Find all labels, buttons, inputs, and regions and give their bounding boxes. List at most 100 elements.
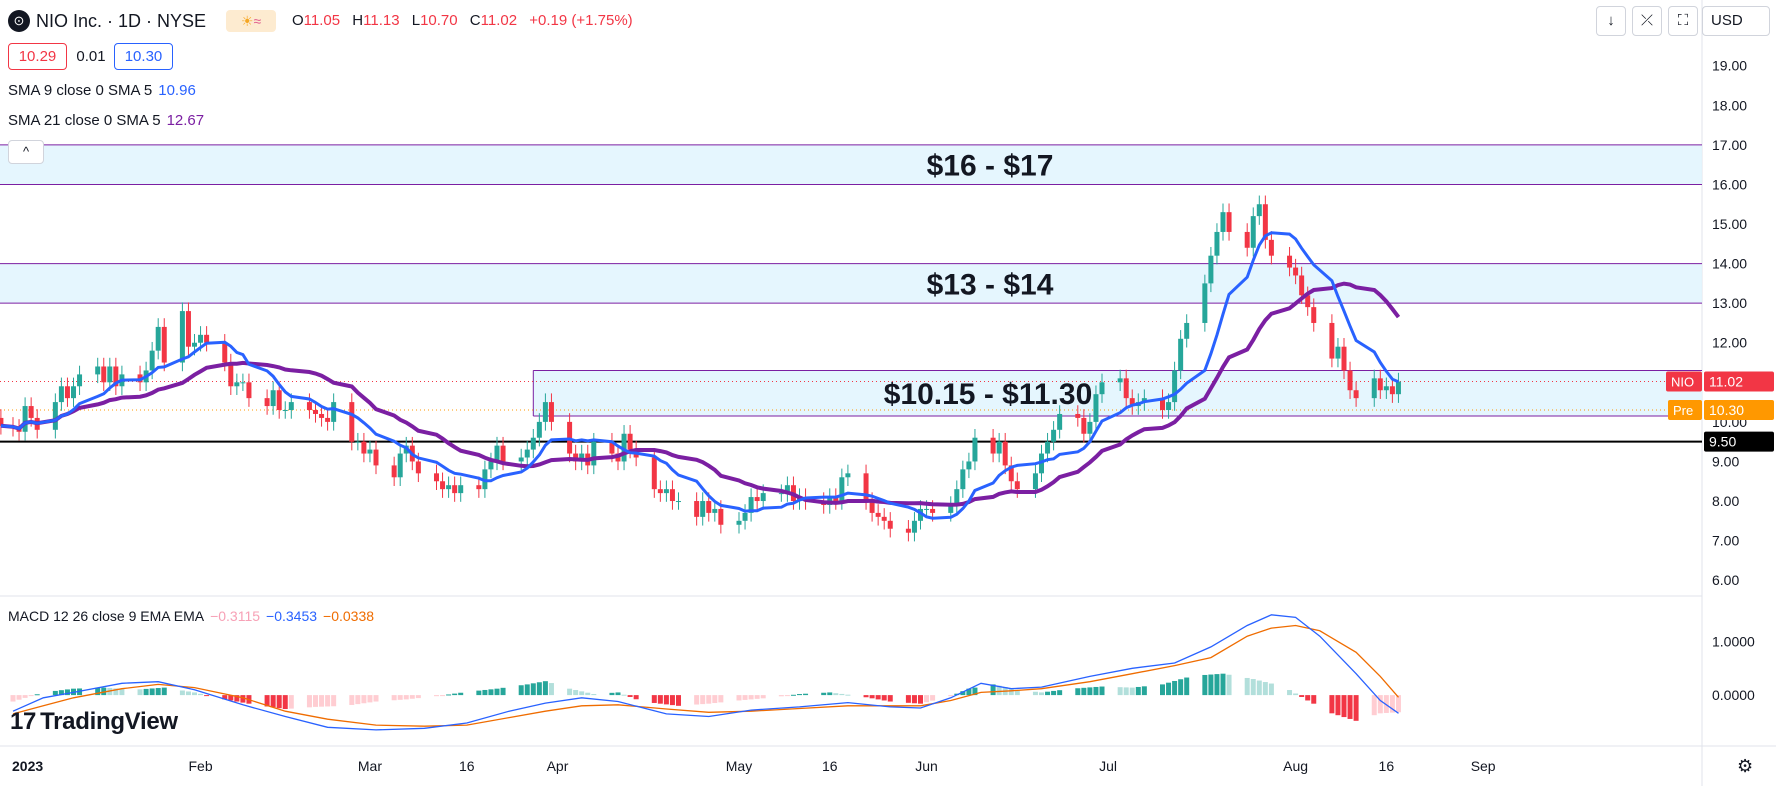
spread-value: 0.01 — [76, 48, 106, 65]
close-label: C — [469, 12, 481, 29]
last-symbol-tag: NIO — [1671, 375, 1694, 390]
zone-label: $16 - $17 — [927, 150, 1054, 183]
candle-body — [434, 473, 439, 482]
candle-body — [149, 350, 155, 371]
candle-body — [77, 374, 83, 387]
candle-body — [1383, 386, 1389, 391]
candle-body — [155, 326, 161, 351]
candle-body — [415, 461, 421, 474]
candle-body — [536, 421, 542, 438]
candle-body — [306, 402, 312, 411]
macd-hist-bar — [1032, 691, 1038, 696]
macd-hist-bar — [585, 692, 591, 696]
macd-legend[interactable]: MACD 12 26 close 9 EMA EMA −0.3115 −0.3453… — [8, 608, 374, 624]
sell-price-button[interactable]: 10.29 — [8, 43, 67, 70]
macd-hist-bar — [458, 692, 464, 696]
zone-band — [0, 263, 1702, 304]
fullscreen-icon[interactable]: ⛶ — [1668, 6, 1698, 36]
expand-icon[interactable]: ⤫ — [1632, 6, 1662, 36]
pre-price-tag-bg — [1704, 400, 1774, 421]
macd-hist-bar — [179, 690, 185, 696]
macd-hist-bar — [22, 695, 28, 698]
candle-body — [1014, 481, 1020, 490]
low-value: 10.70 — [420, 12, 458, 29]
zone-band — [533, 370, 1702, 416]
candle-body — [1311, 307, 1317, 323]
macd-hist-bar — [409, 695, 415, 699]
candle-body — [1262, 204, 1268, 240]
macd-hist-bar — [1335, 695, 1341, 716]
gear-icon[interactable]: ⚙ — [1737, 756, 1754, 776]
candle-body — [669, 489, 675, 502]
buy-price-button[interactable]: 10.30 — [114, 43, 173, 70]
macd-hist-bar — [1202, 674, 1208, 696]
sma21-legend[interactable]: SMA 21 close 0 SMA 5 12.67 — [8, 112, 204, 129]
symbol-title[interactable]: NIO Inc. · 1D · NYSE — [36, 11, 207, 31]
last-symbol-tag-bg — [1666, 371, 1702, 392]
macd-hist-bar — [536, 682, 542, 696]
candle-body — [718, 508, 724, 525]
macd-hist-bar — [827, 692, 833, 696]
macd-hist-bar — [155, 688, 161, 696]
macd-signal-line — [12, 624, 1399, 727]
currency-select[interactable]: USD — [1702, 6, 1770, 36]
candle-body — [1075, 413, 1081, 418]
candle-body — [1335, 346, 1341, 359]
sma9-line — [0, 231, 1400, 520]
macd-hist-bar — [1250, 679, 1256, 696]
price-tick-label: 7.00 — [1712, 533, 1739, 549]
candle-body — [1166, 402, 1172, 411]
time-tick-label: Apr — [547, 758, 569, 774]
candle-body — [1208, 255, 1214, 284]
support-price-tag-bg — [1704, 431, 1774, 452]
macd-hist-bar — [1135, 686, 1141, 696]
macd-hist-bar — [349, 695, 355, 705]
wave-icon: ≈ — [253, 13, 262, 29]
macd-hist-bar — [875, 695, 881, 700]
macd-hist-bar — [669, 695, 675, 706]
macd-hist-bar — [676, 695, 681, 706]
candle-body — [869, 501, 875, 513]
candle-body — [1032, 473, 1038, 490]
sma21-line — [0, 281, 1401, 507]
macd-hist-bar — [1014, 689, 1020, 696]
macd-hist-bar — [924, 695, 930, 703]
candle-body — [101, 366, 107, 383]
arrow-down-icon[interactable]: ↓ — [1596, 6, 1626, 36]
candle-body — [391, 465, 397, 478]
candle-body — [591, 441, 597, 466]
macd-hist-bar — [1075, 688, 1081, 696]
candle-body — [1341, 346, 1347, 371]
macd-hist-bar — [137, 689, 143, 696]
macd-hist-bar — [760, 695, 766, 699]
macd-hist-bar — [1099, 686, 1105, 696]
macd-hist-bar — [542, 681, 548, 696]
candle-body — [524, 449, 530, 458]
tradingview-logo[interactable]: 17 TradingView — [10, 708, 178, 736]
macd-hist-bar — [742, 695, 748, 700]
candle-body — [1051, 429, 1057, 442]
collapse-legend-button[interactable]: ^ — [8, 140, 44, 164]
macd-hist-bar — [1353, 695, 1359, 721]
macd-hist-bar — [222, 695, 228, 700]
macd-hist-bar — [530, 683, 536, 696]
macd-hist-bar — [288, 695, 294, 709]
candle-body — [0, 417, 4, 426]
macd-hist-bar — [494, 688, 500, 696]
sma9-legend[interactable]: SMA 9 close 0 SMA 5 10.96 — [8, 82, 196, 99]
candle-body — [960, 469, 966, 490]
candle-body — [1256, 204, 1262, 217]
candle-body — [924, 508, 930, 510]
sma9-label: SMA 9 close 0 SMA 5 — [8, 82, 153, 99]
candle-body — [1214, 231, 1220, 256]
candle-body — [1172, 370, 1178, 403]
candle-body — [911, 520, 917, 533]
time-tick-label: 16 — [1379, 758, 1395, 774]
candle-body — [742, 512, 748, 521]
candle-body — [331, 402, 337, 422]
macd-hist-bar — [881, 695, 887, 701]
market-status-badge[interactable]: ☀≈ — [226, 10, 276, 32]
macd-hist-bar — [1129, 687, 1135, 696]
macd-hist-bar — [306, 695, 312, 708]
